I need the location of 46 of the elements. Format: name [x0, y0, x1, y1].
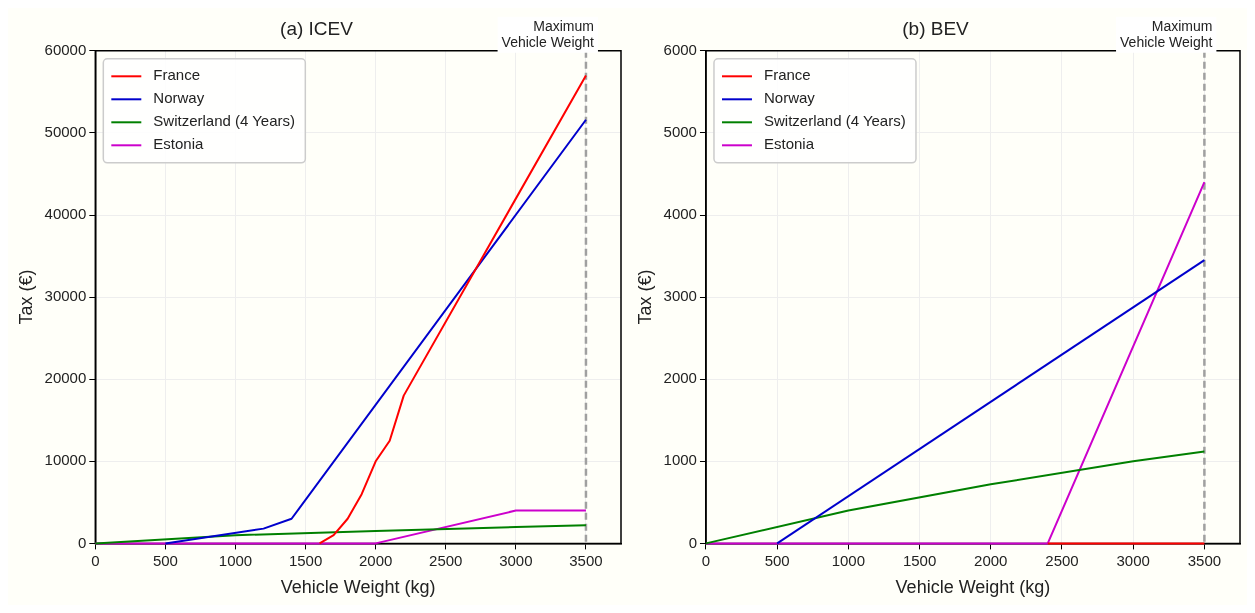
- legend-label: Estonia: [153, 135, 204, 153]
- y-tick-label: 3000: [663, 287, 697, 305]
- y-axis-title: Tax (€): [634, 269, 655, 325]
- y-tick-label: 4000: [663, 205, 697, 223]
- x-tick-label: 0: [91, 551, 100, 569]
- x-tick-label: 1500: [902, 551, 937, 569]
- y-tick-label: 6000: [663, 40, 697, 58]
- y-tick-label: 10000: [44, 451, 87, 469]
- x-tick-label: 500: [152, 551, 178, 569]
- y-axis-title: Tax (€): [15, 269, 36, 325]
- x-tick-label: 3000: [499, 551, 533, 569]
- chart-title: (a) ICEV: [280, 17, 354, 39]
- y-tick-label: 5000: [663, 123, 697, 141]
- legend-label: Switzerland (4 Years): [763, 112, 906, 130]
- legend-label: Switzerland (4 Years): [153, 112, 296, 130]
- x-tick-label: 2000: [358, 551, 393, 569]
- x-tick-label: 0: [701, 551, 711, 569]
- x-axis-title: Vehicle Weight (kg): [895, 577, 1051, 598]
- x-tick-label: 500: [764, 551, 790, 569]
- x-tick-label: 1000: [218, 551, 253, 569]
- y-tick-label: 50000: [44, 123, 87, 141]
- y-tick-label: 60000: [44, 40, 87, 58]
- x-tick-label: 3500: [1187, 551, 1222, 569]
- legend-label: France: [153, 66, 200, 84]
- ref-line-label: Maximum Vehicle Weight: [501, 17, 595, 50]
- x-tick-label: 3500: [569, 551, 603, 569]
- x-tick-label: 1000: [831, 551, 866, 569]
- y-tick-label: 0: [688, 533, 697, 551]
- y-tick-label: 40000: [44, 205, 87, 223]
- chart-title: (b) BEV: [902, 17, 970, 39]
- x-tick-label: 3000: [1116, 551, 1150, 569]
- ref-line-label: Maximum Vehicle Weight: [1120, 17, 1213, 50]
- legend-label: Norway: [153, 89, 205, 107]
- legend-label: Estonia: [763, 135, 815, 153]
- x-tick-label: 2500: [1045, 551, 1079, 569]
- x-tick-label: 2000: [974, 551, 1008, 569]
- x-tick-label: 1500: [288, 551, 323, 569]
- y-tick-label: 1000: [663, 451, 697, 469]
- legend-label: France: [763, 66, 811, 84]
- y-tick-label: 0: [77, 533, 87, 551]
- y-tick-label: 20000: [44, 369, 87, 387]
- x-axis-title: Vehicle Weight (kg): [280, 577, 436, 598]
- y-tick-label: 30000: [44, 287, 87, 305]
- legend-label: Norway: [763, 89, 816, 107]
- x-tick-label: 2500: [429, 551, 463, 569]
- y-tick-label: 2000: [663, 369, 697, 387]
